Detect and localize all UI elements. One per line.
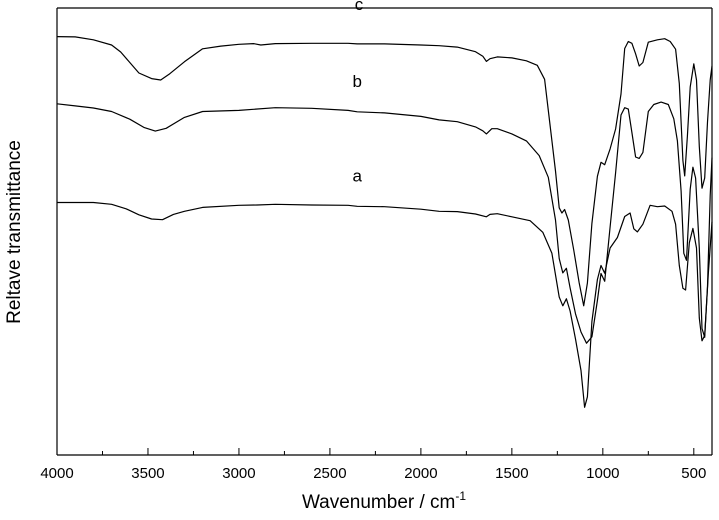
series-line-a	[57, 203, 712, 408]
series-line-c	[57, 37, 712, 306]
x-axis-label-text: Wavenumber / cm	[302, 492, 455, 513]
x-axis-tick-labels: 4000 3500 3000 2500 2000 1500 1000 500	[40, 465, 706, 482]
series-label-a: a	[352, 167, 362, 186]
x-tick-label-1500: 1500	[495, 465, 528, 482]
series-label-c: c	[355, 0, 364, 14]
x-tick-label-3000: 3000	[222, 465, 255, 482]
y-axis-label: Reltave transmittance	[4, 140, 25, 324]
series-group	[57, 37, 712, 408]
x-tick-label-2000: 2000	[404, 465, 437, 482]
x-tick-label-2500: 2500	[313, 465, 346, 482]
x-axis-label: Wavenumber / cm-1	[302, 489, 466, 513]
x-tick-label-3500: 3500	[131, 465, 164, 482]
x-axis-ticks	[57, 448, 694, 455]
x-tick-label-4000: 4000	[40, 465, 73, 482]
x-tick-label-500: 500	[681, 465, 706, 482]
series-label-b: b	[352, 72, 361, 91]
plot-frame	[57, 8, 712, 455]
series-labels: a b c	[352, 0, 363, 186]
series-line-b	[57, 102, 712, 343]
x-axis-label-superscript: -1	[455, 489, 466, 503]
x-tick-label-1000: 1000	[586, 465, 619, 482]
